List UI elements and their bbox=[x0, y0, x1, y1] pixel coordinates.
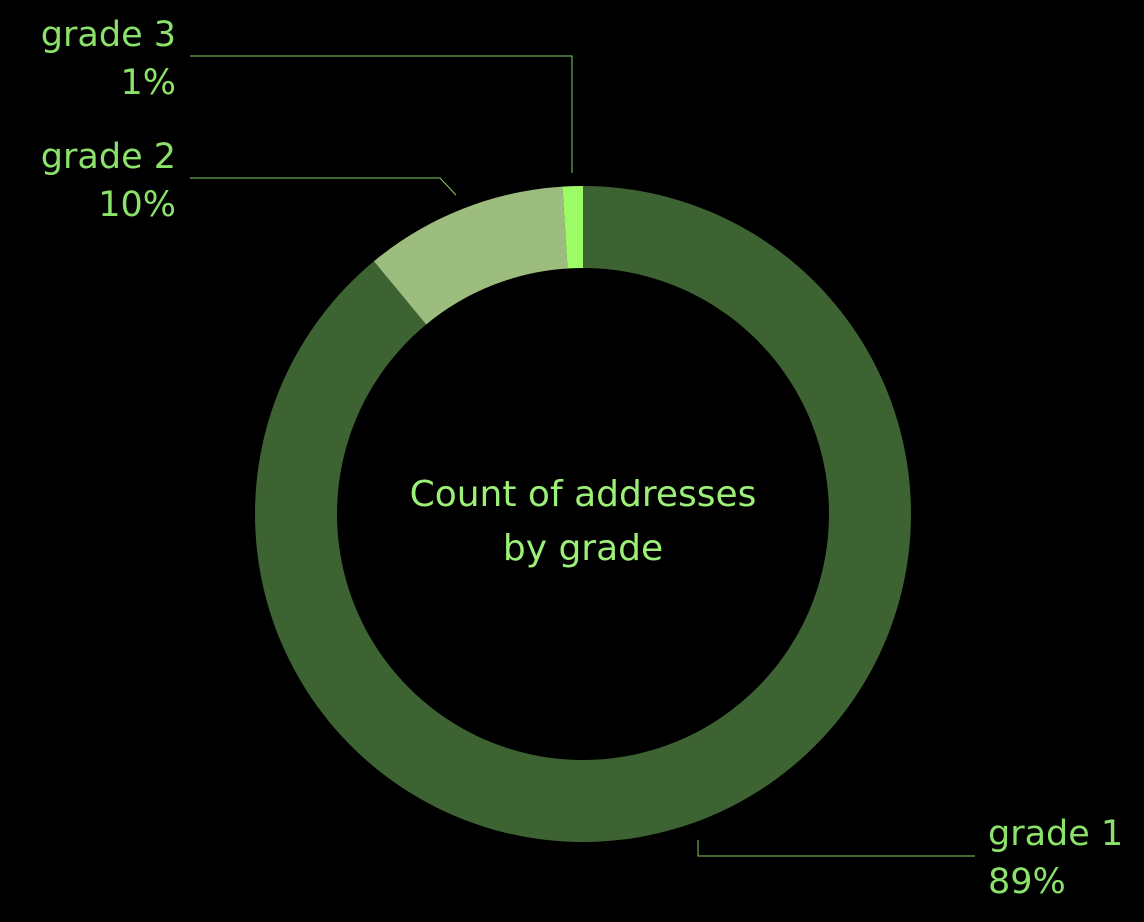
chart-title-line-2: by grade bbox=[502, 528, 664, 569]
slice-value-grade-2: 10% bbox=[98, 185, 176, 225]
slice-name-grade-1: grade 1 bbox=[988, 814, 1124, 854]
leader-line-grade-2 bbox=[190, 177, 457, 196]
slice-label-grade-1: grade 1 89% bbox=[988, 810, 1123, 906]
leader-line-grade-1 bbox=[697, 840, 975, 857]
leader-line-grade-3 bbox=[190, 55, 573, 173]
slice-value-grade-3: 1% bbox=[120, 63, 176, 103]
slice-grade-3 bbox=[562, 186, 583, 269]
slice-label-grade-2: grade 2 10% bbox=[0, 133, 176, 229]
chart-title: Count of addresses by grade bbox=[333, 468, 833, 576]
slice-value-grade-1: 89% bbox=[988, 862, 1066, 902]
slice-name-grade-3: grade 3 bbox=[40, 15, 176, 55]
slice-name-grade-2: grade 2 bbox=[40, 137, 176, 177]
chart-title-line-1: Count of addresses bbox=[409, 474, 757, 515]
slice-grade-2 bbox=[373, 186, 568, 325]
slice-label-grade-3: grade 3 1% bbox=[0, 11, 176, 107]
